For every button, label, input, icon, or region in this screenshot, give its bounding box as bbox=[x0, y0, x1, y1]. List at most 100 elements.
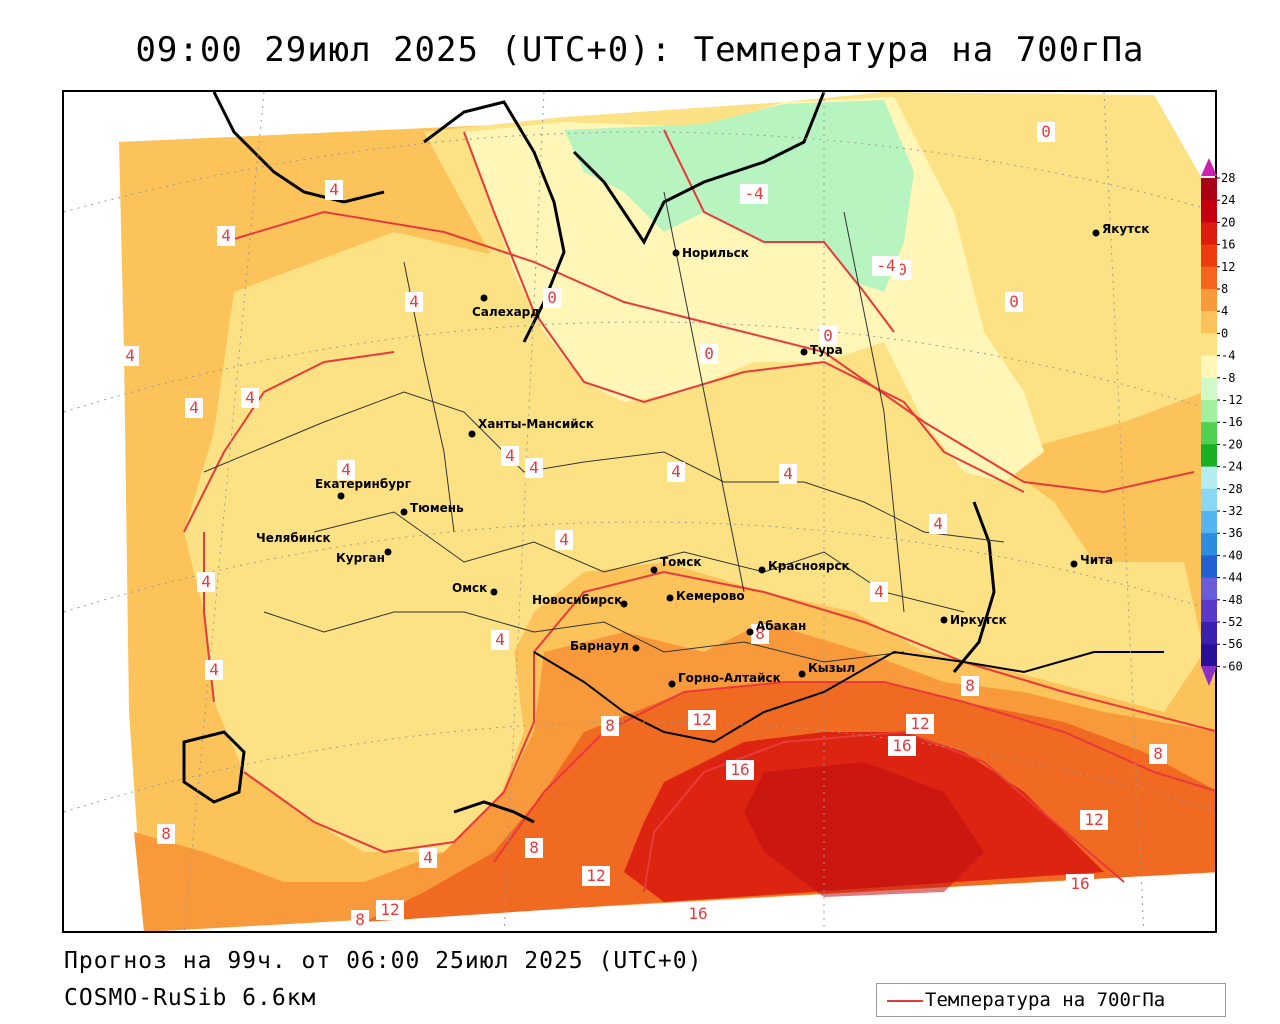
colorbar-swatch bbox=[1201, 622, 1217, 645]
isotherm-label: 4 bbox=[185, 398, 203, 418]
colorbar-tick-label: 24 bbox=[1221, 193, 1235, 207]
city-marker: Тура bbox=[800, 343, 843, 357]
colorbar-tick-label: 28 bbox=[1221, 171, 1235, 185]
isotherm-label-text: 0 bbox=[823, 326, 833, 345]
colorbar-swatch bbox=[1201, 488, 1217, 512]
city-dot bbox=[650, 566, 658, 574]
colorbar-tick-label: 0 bbox=[1221, 326, 1228, 340]
colorbar-swatch bbox=[1201, 200, 1217, 223]
isotherm-label-text: 12 bbox=[692, 710, 711, 729]
city-label: Челябинск bbox=[256, 531, 331, 545]
colorbar-tick-label: 20 bbox=[1221, 215, 1235, 229]
city-label: Горно-Алтайск bbox=[678, 671, 781, 685]
isotherm-label-text: -4 bbox=[744, 184, 763, 203]
colorbar-swatch bbox=[1201, 222, 1217, 246]
map-title: 09:00 29июл 2025 (UTC+0): Температура на… bbox=[135, 30, 1145, 70]
isotherm-label: 4 bbox=[325, 180, 343, 200]
isotherm-label-text: 4 bbox=[529, 458, 539, 477]
isotherm-label-text: 0 bbox=[704, 344, 714, 363]
city-marker: Салехард bbox=[472, 294, 540, 319]
isotherm-label: 16 bbox=[888, 736, 916, 756]
isotherm-label: 4 bbox=[779, 464, 797, 484]
city-label: Новосибирск bbox=[532, 593, 622, 607]
colorbar-swatch bbox=[1201, 355, 1217, 379]
isotherm-label-text: 4 bbox=[409, 292, 419, 311]
city-marker: Красноярск bbox=[758, 559, 850, 574]
isotherm-label: 16 bbox=[726, 760, 754, 780]
isotherm-label-text: 12 bbox=[586, 866, 605, 885]
isotherm-label: 4 bbox=[555, 530, 573, 550]
zone-0-4-central bbox=[184, 232, 1204, 852]
isotherm-label-text: 16 bbox=[730, 760, 749, 779]
colorbar-top-arrow bbox=[1201, 158, 1217, 176]
city-label: Абакан bbox=[756, 619, 806, 633]
legend-line-swatch bbox=[887, 1000, 923, 1002]
city-marker: Новосибирск bbox=[532, 593, 628, 608]
isotherm-label-text: 4 bbox=[933, 514, 943, 533]
forecast-info: Прогноз на 99ч. от 06:00 25июл 2025 (UTC… bbox=[64, 948, 703, 974]
isotherm-label: 4 bbox=[501, 446, 519, 466]
city-dot bbox=[384, 548, 392, 556]
isotherm-label: -4 bbox=[740, 184, 768, 204]
city-dot bbox=[940, 616, 948, 624]
city-marker: Абакан bbox=[746, 619, 806, 636]
colorbar-swatch bbox=[1201, 333, 1217, 357]
city-dot bbox=[1070, 560, 1078, 568]
isotherm-label-text: 12 bbox=[380, 900, 399, 919]
graticule bbox=[64, 92, 1215, 931]
colorbar-tick-label: -36 bbox=[1221, 526, 1243, 540]
isotherm-label-text: -4 bbox=[876, 256, 895, 275]
city-dot bbox=[798, 670, 806, 678]
isotherm-label: 8 bbox=[351, 910, 369, 930]
isotherm-label-text: 8 bbox=[605, 716, 615, 735]
isotherm-label: 12 bbox=[582, 866, 610, 886]
city-dot bbox=[746, 628, 754, 636]
city-label: Якутск bbox=[1102, 222, 1149, 236]
colorbar-tick-label: -52 bbox=[1221, 615, 1243, 629]
colorbar-swatch bbox=[1201, 311, 1217, 334]
city-dot bbox=[400, 508, 408, 516]
isotherm-label: 4 bbox=[405, 292, 423, 312]
isotherm-label-text: 4 bbox=[671, 462, 681, 481]
city-markers: Салехард Норильск Тура Якутск Ханты-Манс… bbox=[256, 222, 1149, 688]
isotherm-label: 8 bbox=[961, 676, 979, 696]
isotherm-label: 8 bbox=[157, 824, 175, 844]
coastlines bbox=[182, 92, 996, 824]
isotherm-label: 8 bbox=[1149, 744, 1167, 764]
isotherm-label: 8 bbox=[601, 716, 619, 736]
colorbar-swatch bbox=[1201, 400, 1217, 423]
colorbar-swatch bbox=[1201, 533, 1217, 556]
isotherm-label: 4 bbox=[121, 346, 139, 366]
colorbar-swatch bbox=[1201, 577, 1217, 601]
colorbar-tick-label: -40 bbox=[1221, 548, 1243, 562]
admin-boundaries bbox=[203, 191, 1005, 663]
city-marker: Иркутск bbox=[940, 613, 1007, 627]
colorbar-tick-label: 16 bbox=[1221, 238, 1235, 252]
colorbar-tick-label: -44 bbox=[1221, 571, 1243, 585]
isotherm-label: 4 bbox=[217, 226, 235, 246]
city-label: Ханты-Мансийск bbox=[478, 417, 594, 431]
city-dot bbox=[632, 644, 640, 652]
city-label: Омск bbox=[452, 581, 487, 595]
isotherm-label-text: 0 bbox=[1009, 292, 1019, 311]
city-marker: Омск bbox=[452, 581, 498, 596]
map-panel[interactable]: 0 0 0 0 0 0 -4 -4 4 4 4 4 4 4 4 4 4 4 4 … bbox=[62, 90, 1217, 933]
city-marker: Тюмень bbox=[400, 501, 464, 516]
colorbar-tick-label: -48 bbox=[1221, 593, 1243, 607]
isotherm-label-text: 4 bbox=[125, 346, 135, 365]
map-legend: Температура на 700гПа bbox=[876, 983, 1226, 1017]
isotherm-label: 8 bbox=[751, 624, 769, 644]
colorbar-swatch bbox=[1201, 244, 1217, 268]
isotherm-label-text: 4 bbox=[505, 446, 515, 465]
isotherm-label-text: 4 bbox=[874, 582, 884, 601]
colorbar-swatch bbox=[1201, 178, 1217, 201]
isotherm-label: 4 bbox=[419, 848, 437, 868]
colorbar-tick-label: -28 bbox=[1221, 482, 1243, 496]
isotherm-label-text: 4 bbox=[495, 630, 505, 649]
isotherm-label-text: 8 bbox=[755, 624, 765, 643]
city-dot bbox=[337, 492, 345, 500]
city-label: Тюмень bbox=[410, 501, 464, 515]
isotherm-label: 0 bbox=[543, 288, 561, 308]
city-label: Красноярск bbox=[768, 559, 850, 573]
city-marker: Кызыл bbox=[798, 661, 855, 678]
